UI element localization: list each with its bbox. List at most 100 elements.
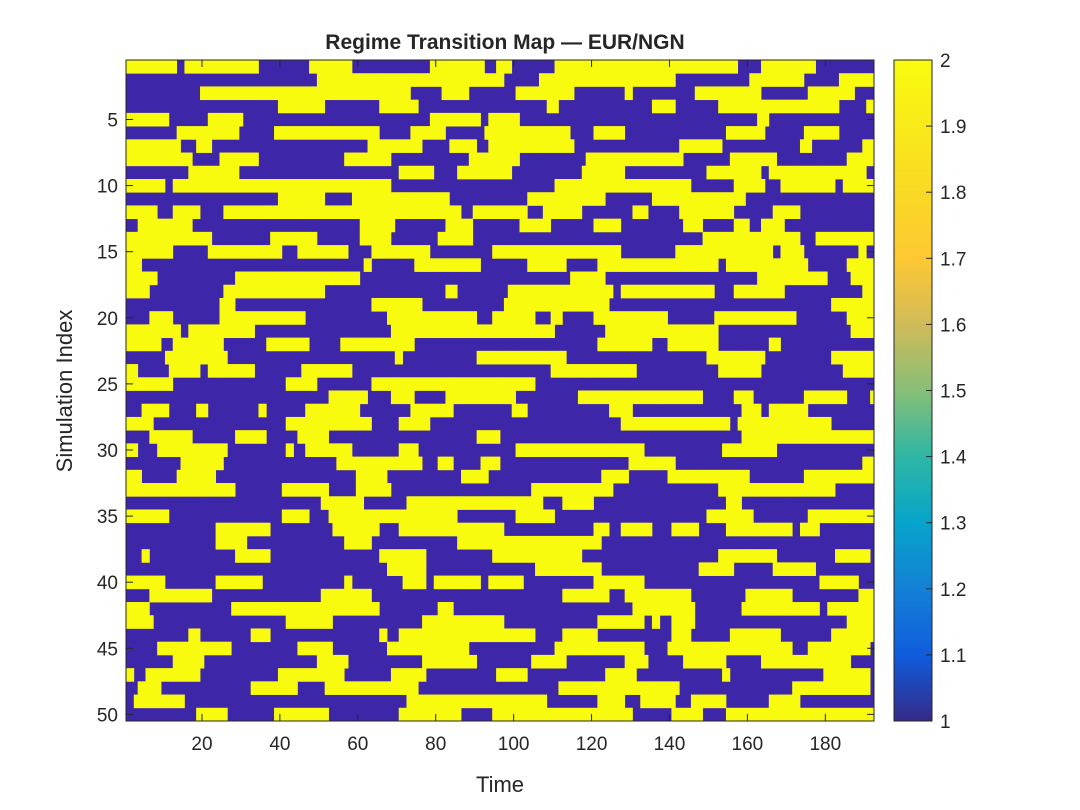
regime-2-run xyxy=(577,390,629,405)
regime-2-run xyxy=(126,483,162,497)
regime-2-run xyxy=(359,218,396,233)
regime-2-run xyxy=(679,139,723,153)
regime-2-run xyxy=(192,126,224,140)
regime-2-run xyxy=(628,258,676,272)
regime-2-run xyxy=(453,654,478,669)
regime-2-run xyxy=(792,654,805,669)
regime-2-run xyxy=(328,509,376,524)
regime-2-run xyxy=(870,390,875,405)
regime-2-run xyxy=(566,73,583,87)
regime-2-run xyxy=(745,549,778,563)
regime-2-run xyxy=(807,509,844,524)
regime-2-run xyxy=(484,615,493,629)
regime-2-run xyxy=(488,139,505,153)
regime-2-run xyxy=(799,522,809,537)
x-axis-label: Time xyxy=(476,772,524,797)
regime-2-run xyxy=(737,350,766,365)
regime-2-run xyxy=(729,152,777,167)
regime-2-run xyxy=(207,60,259,74)
regime-2-run xyxy=(761,218,785,233)
regime-2-run xyxy=(184,60,209,74)
regime-2-run xyxy=(390,390,415,405)
colorbar-tick-label: 1.1 xyxy=(940,646,966,667)
regime-2-run xyxy=(387,456,423,471)
regime-2-run xyxy=(718,654,727,669)
regime-2-run xyxy=(293,668,345,682)
regime-2-run xyxy=(297,205,353,220)
colorbar-tick-label: 2 xyxy=(940,51,951,72)
regime-2-run xyxy=(398,522,450,537)
regime-2-run xyxy=(671,707,703,722)
regime-2-run xyxy=(180,231,213,246)
regime-2-run xyxy=(823,416,832,431)
regime-2-run xyxy=(379,628,388,643)
regime-2-run xyxy=(609,443,645,457)
regime-2-run xyxy=(500,377,536,391)
regime-2-run xyxy=(648,311,668,325)
colorbar-ticks xyxy=(926,59,932,722)
y-tick-label: 50 xyxy=(97,705,118,726)
regime-2-run xyxy=(496,668,520,682)
regime-2-run xyxy=(464,231,474,246)
regime-2-run xyxy=(842,178,875,193)
regime-2-run xyxy=(597,681,653,695)
regime-2-run xyxy=(157,152,185,167)
regime-2-run xyxy=(375,152,392,167)
regime-2-run xyxy=(425,641,442,656)
regime-2-run xyxy=(164,350,220,365)
regime-2-run xyxy=(609,403,633,418)
regime-2-run xyxy=(745,231,766,246)
regime-2-run xyxy=(320,496,365,510)
regime-2-run xyxy=(815,430,840,444)
regime-2-run xyxy=(562,628,598,643)
regime-2-run xyxy=(554,641,571,656)
regime-2-run xyxy=(846,707,875,722)
regime-2-run xyxy=(324,602,380,616)
regime-2-run xyxy=(266,337,310,352)
y-tick-label: 30 xyxy=(97,441,118,462)
regime-2-run xyxy=(437,707,462,722)
regime-2-run xyxy=(219,364,255,378)
regime-2-run xyxy=(398,707,419,722)
regime-2-run xyxy=(149,311,174,325)
regime-2-run xyxy=(414,73,454,87)
regime-2-run xyxy=(593,575,610,590)
regime-2-run xyxy=(831,628,875,643)
regime-2-run xyxy=(792,271,828,286)
regime-2-run xyxy=(725,496,742,510)
regime-2-run xyxy=(387,641,427,656)
colorbar-tick-label: 1.7 xyxy=(940,249,966,270)
regime-2-run xyxy=(538,139,575,153)
y-tick-label: 35 xyxy=(97,507,118,528)
regime-2-run xyxy=(172,178,220,193)
x-tick-label: 60 xyxy=(347,734,368,755)
regime-2-run xyxy=(581,73,590,87)
regime-2-run xyxy=(332,86,380,101)
regime-2-run xyxy=(126,284,150,299)
regime-2-run xyxy=(180,456,224,471)
regime-2-run xyxy=(799,139,813,153)
regime-2-run xyxy=(332,178,341,193)
regime-2-run xyxy=(733,218,750,233)
regime-2-run xyxy=(835,549,871,563)
regime-2-run xyxy=(270,231,318,246)
regime-2-run xyxy=(558,681,598,695)
regime-2-run xyxy=(651,615,661,629)
regime-2-run xyxy=(344,73,384,87)
regime-2-run xyxy=(203,483,236,497)
regime-2-run xyxy=(231,602,275,616)
regime-2-run xyxy=(687,205,735,220)
regime-2-run xyxy=(476,430,501,444)
regime-2-run xyxy=(597,258,629,272)
regime-2-run xyxy=(651,681,680,695)
regime-2-run xyxy=(764,231,801,246)
regime-2-run xyxy=(558,562,602,576)
regime-2-run xyxy=(593,165,626,180)
regime-2-run xyxy=(367,139,407,153)
regime-2-run xyxy=(223,205,267,220)
regime-2-run xyxy=(250,681,298,695)
regime-2-run xyxy=(624,73,676,87)
regime-2-run xyxy=(503,311,536,325)
regime-2-run xyxy=(126,615,154,629)
regime-2-run xyxy=(694,86,711,101)
